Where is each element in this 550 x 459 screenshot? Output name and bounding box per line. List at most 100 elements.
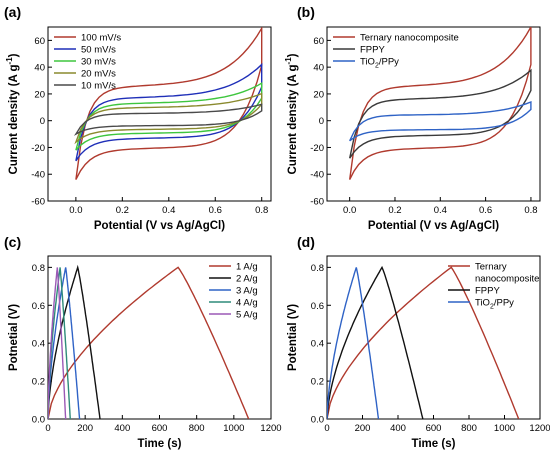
series-line-1 <box>349 27 532 180</box>
legend-name: 2 A/g <box>236 274 258 285</box>
y-axis-label-tail: ) <box>8 53 20 57</box>
x-tick-label: 0.4 <box>162 205 175 216</box>
x-axis-label: Potential (V vs Ag/AgCl) <box>368 220 499 232</box>
x-axis-label: Time (s) <box>138 438 182 450</box>
y-tick-label: 0 <box>40 116 45 127</box>
legend-label: TiO2/PPy <box>475 298 514 311</box>
x-tick-label: 0.6 <box>479 205 492 216</box>
legend-label: 1 A/g <box>236 262 258 273</box>
legend-name: 3 A/g <box>236 286 258 297</box>
panel-label: (a) <box>4 4 21 20</box>
x-tick-label: 0.6 <box>209 205 222 216</box>
y-axis-label-main: Potential (V) <box>287 304 299 371</box>
panel-label: (c) <box>4 234 21 250</box>
y-tick-label: 0.8 <box>311 263 324 274</box>
x-tick-label: 0.4 <box>434 205 447 216</box>
legend-name: 1 A/g <box>236 262 258 273</box>
legend-label: 2 A/g <box>236 274 258 285</box>
legend-label: Ternary <box>475 262 507 273</box>
legend-label: FPPY <box>360 45 385 56</box>
series-line-3 <box>48 267 81 419</box>
legend-name: 20 mV/s <box>81 69 116 80</box>
y-tick-label: 20 <box>313 89 324 100</box>
legend-label: 10 mV/s <box>81 81 116 92</box>
series-line-3 <box>75 82 263 151</box>
legend-name: 10 mV/s <box>81 81 116 92</box>
legend: 1 A/g2 A/g3 A/g4 A/g5 A/g <box>209 262 258 321</box>
series-line-4 <box>48 267 71 419</box>
legend-label: 50 mV/s <box>81 45 116 56</box>
series-line-1 <box>75 27 263 180</box>
y-tick-label: -40 <box>31 170 45 181</box>
panel-3: (c) 0 200 400 600 800 1000 1200 0.0 0.2 0.4 0.6 0.8 T… <box>4 234 282 450</box>
panel-2: (b) 0.0 0.2 0.4 0.6 0.8 -60 -40 -20 0 20 40 60 Potent… <box>284 4 541 232</box>
y-tick-label: 60 <box>34 36 45 47</box>
legend-label-line2: nanocomposite <box>475 274 539 285</box>
series-line-2 <box>75 62 263 162</box>
legend-name: Ternary nanocomposite <box>360 33 459 44</box>
legend-label: 5 A/g <box>236 310 258 321</box>
legend-label: 3 A/g <box>236 286 258 297</box>
panel-1: (a) 0.0 0.2 0.4 0.6 0.8 -60 -40 -20 0 20 40 60 Potent… <box>4 4 272 232</box>
series-line-5 <box>48 267 67 419</box>
y-tick-label: 40 <box>34 63 45 74</box>
y-tick-label: 0.0 <box>32 415 45 426</box>
legend-name: 4 A/g <box>236 298 258 309</box>
series-line-4 <box>74 92 263 145</box>
y-axis-label-tail: ) <box>287 53 299 57</box>
y-tick-label: -20 <box>310 143 324 154</box>
legend-name-tail: /PPy <box>494 298 514 309</box>
y-tick-label: 60 <box>313 36 324 47</box>
x-tick-label: 400 <box>114 423 130 434</box>
y-axis-label-sup: -1 <box>284 57 293 65</box>
x-tick-label: 600 <box>152 423 168 434</box>
series-line-2 <box>48 264 101 419</box>
series-line-3 <box>349 100 532 142</box>
y-tick-label: 0 <box>319 116 324 127</box>
x-tick-label: 1000 <box>494 423 515 434</box>
y-tick-label: 0.2 <box>32 377 45 388</box>
y-tick-label: 0.4 <box>32 339 45 350</box>
x-tick-label: 200 <box>355 423 371 434</box>
series-line-1 <box>48 266 250 419</box>
y-tick-label: -40 <box>310 170 324 181</box>
y-tick-label: 0.0 <box>311 415 324 426</box>
y-tick-label: 0.6 <box>311 301 324 312</box>
series-line-2 <box>349 68 532 159</box>
y-axis-label-main: Current density (A g <box>287 64 299 174</box>
x-tick-label: 0 <box>324 423 329 434</box>
y-tick-label: -20 <box>31 143 45 154</box>
x-tick-label: 0.8 <box>255 205 268 216</box>
y-tick-label: 40 <box>313 63 324 74</box>
legend-label: TiO2/PPy <box>360 57 399 70</box>
legend-name: TiO <box>360 57 375 68</box>
plot-frame <box>47 26 272 202</box>
x-tick-label: 200 <box>77 423 93 434</box>
x-tick-label: 1200 <box>260 423 281 434</box>
legend-name: Ternary <box>475 262 507 273</box>
x-tick-label: 0.2 <box>116 205 129 216</box>
legend-name-tail: /PPy <box>379 57 399 68</box>
legend-name: FPPY <box>360 45 385 56</box>
y-axis-label-main: Current density (A g <box>8 64 20 174</box>
y-tick-label: 0.2 <box>311 377 324 388</box>
legend-label: Ternary nanocomposite <box>360 33 459 44</box>
legend-label: 20 mV/s <box>81 69 116 80</box>
legend-name-sub: 2 <box>490 304 494 311</box>
series-line-5 <box>73 103 263 136</box>
y-axis-label: Current density (A g-1) <box>5 53 20 174</box>
y-tick-label: 0.8 <box>32 263 45 274</box>
legend-name: TiO <box>475 298 490 309</box>
y-tick-label: 20 <box>34 89 45 100</box>
panel-4: (d) 0 200 400 600 800 1000 1200 0.0 0.2 0.4 0.6 0.8 T… <box>287 234 550 450</box>
y-tick-label: -60 <box>310 197 324 208</box>
y-tick-label: -60 <box>31 197 45 208</box>
y-axis-label: Current density (A g-1) <box>284 53 299 174</box>
legend-label: 4 A/g <box>236 298 258 309</box>
plot-frame <box>326 26 541 202</box>
x-tick-label: 1200 <box>529 423 550 434</box>
y-tick-label: 0.6 <box>32 301 45 312</box>
